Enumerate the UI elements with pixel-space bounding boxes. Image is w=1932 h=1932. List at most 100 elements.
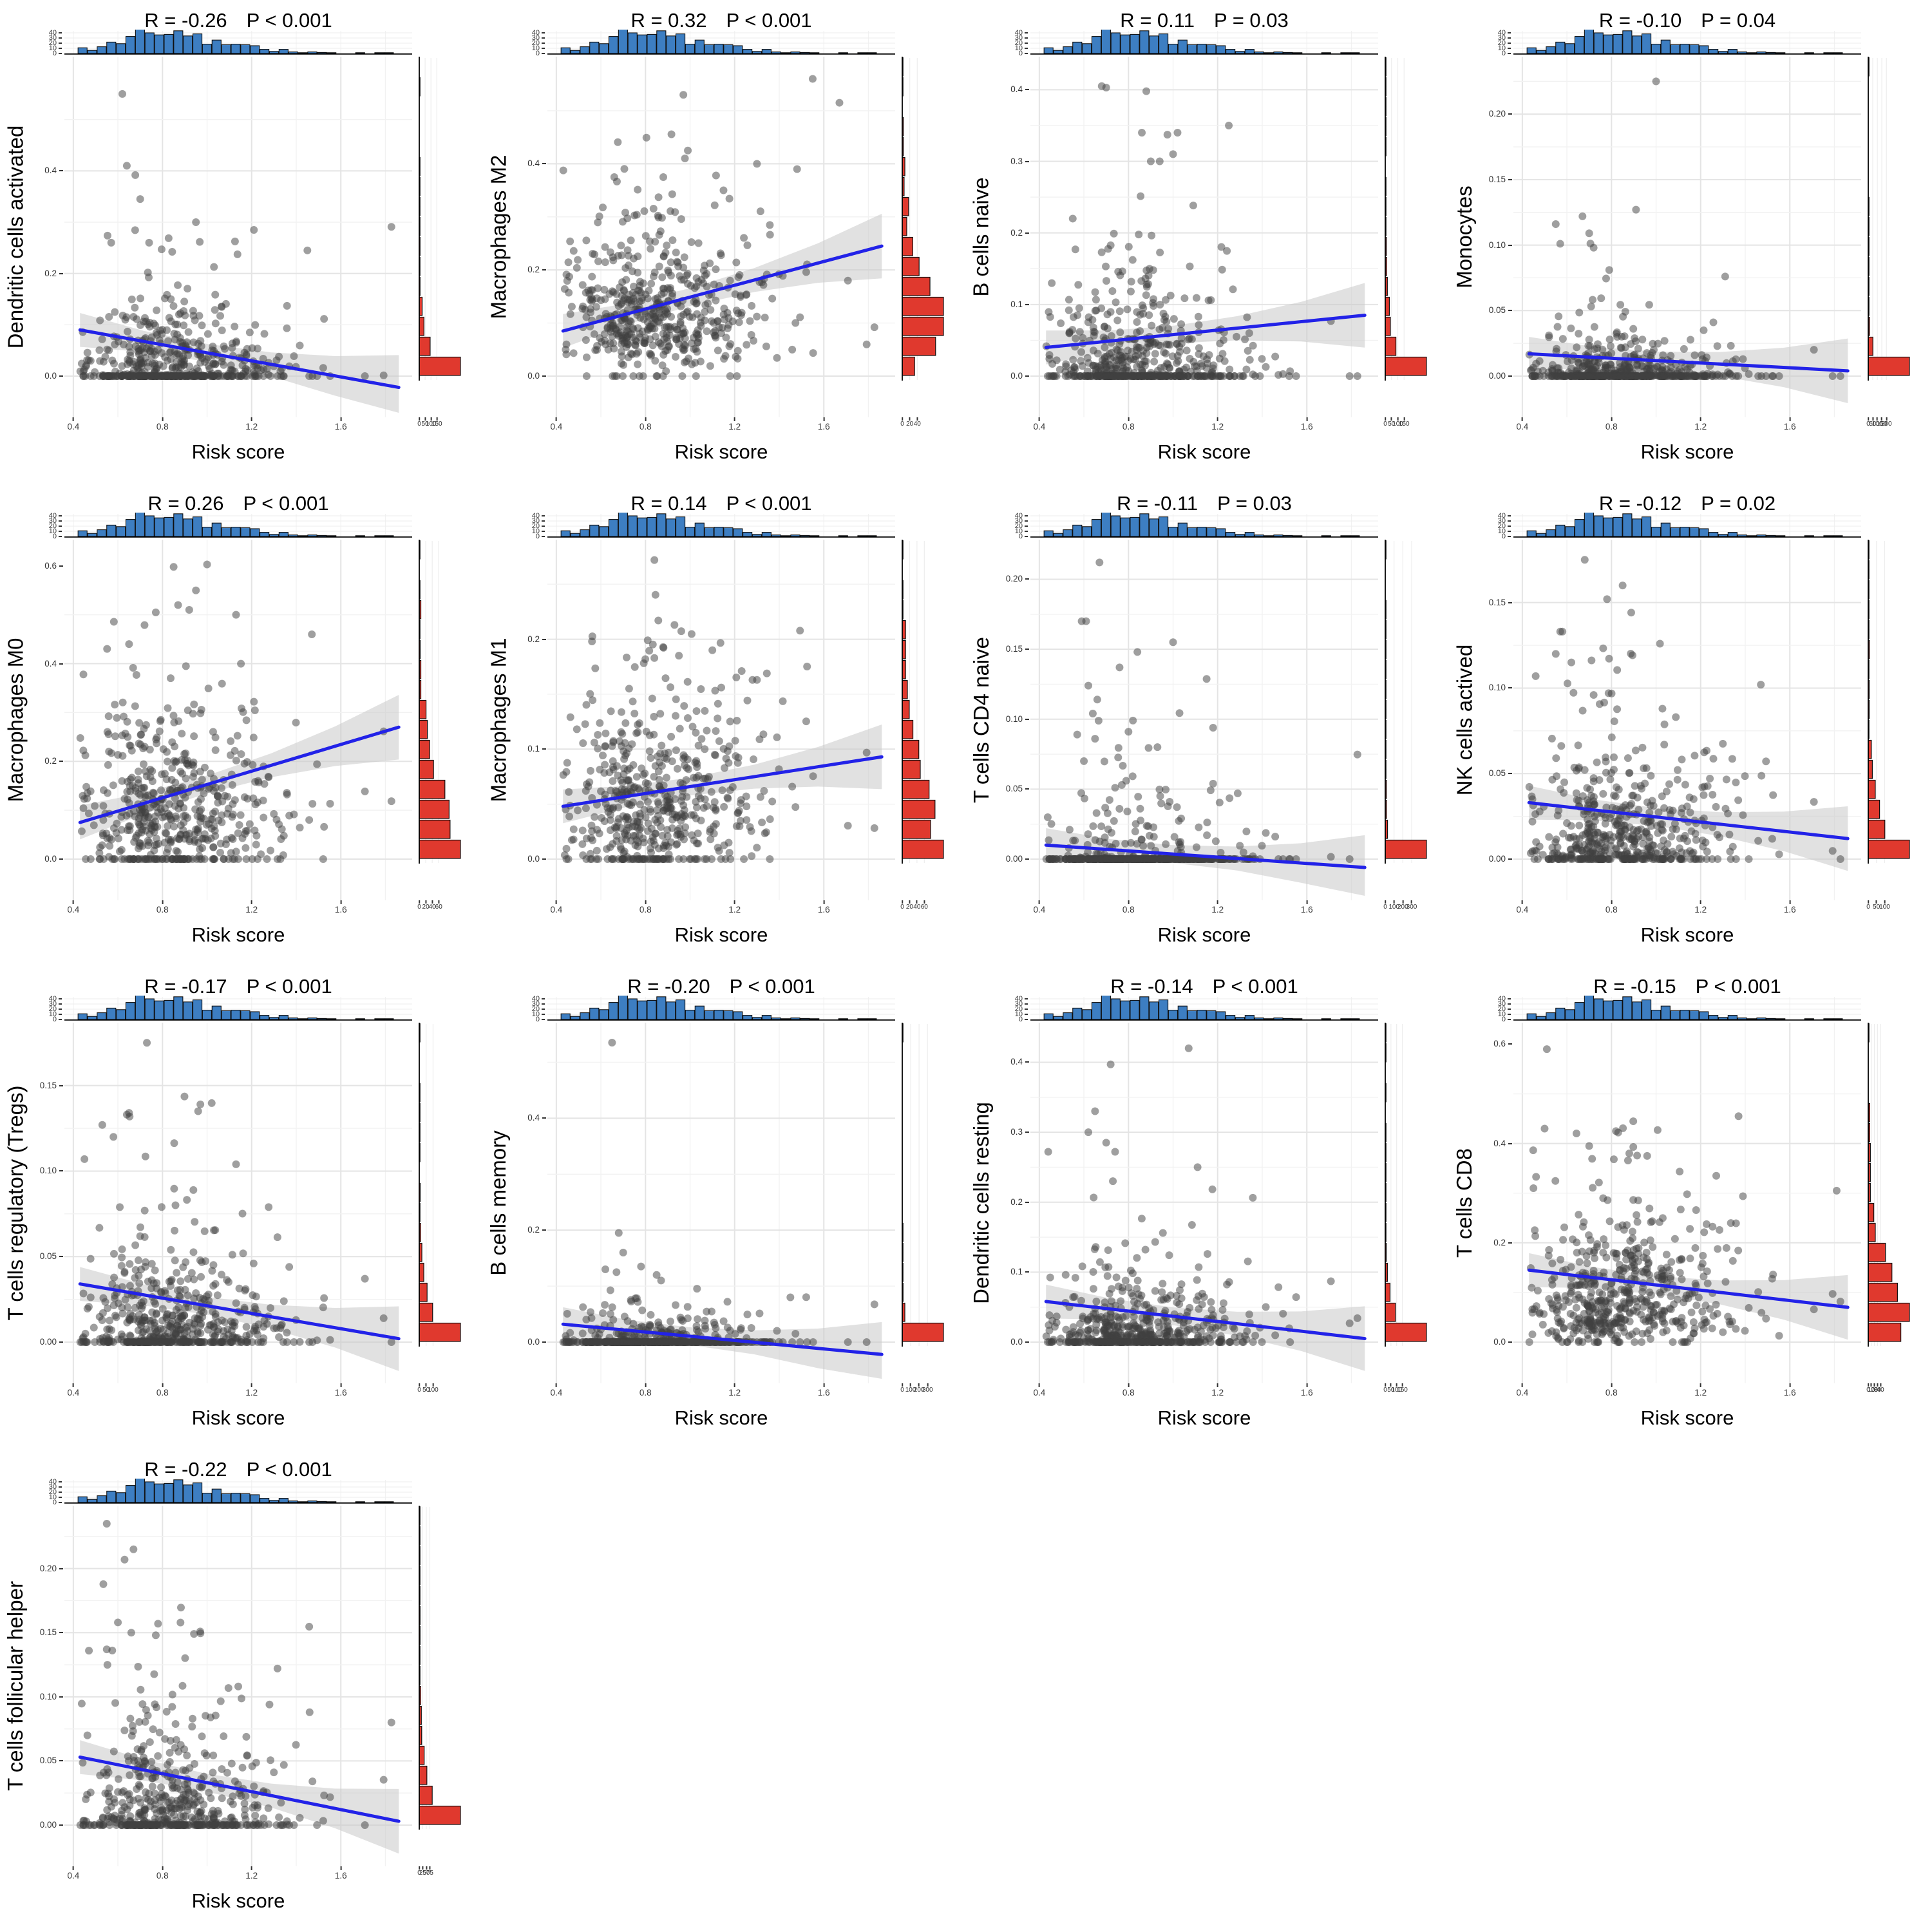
y-tick: 0.00 — [40, 1338, 63, 1347]
top-hist-tick: 10 — [49, 1493, 62, 1501]
top-hist-tick: 40 — [1498, 995, 1511, 1003]
right-hist-tick: 20 — [906, 900, 913, 911]
right-histogram — [1385, 57, 1427, 381]
scatter-plot — [547, 540, 895, 900]
top-hist-tick: 0 — [53, 533, 62, 540]
y-tick: 0.4 — [44, 166, 63, 175]
x-tick: 1.6 — [1784, 417, 1796, 431]
x-tick: 1.6 — [1301, 1383, 1313, 1397]
panel-macrophages-m2: R = 0.32 P < 0.001 40 30 20 10 0 Macrophages … — [483, 0, 966, 483]
top-hist-tick: 30 — [1015, 517, 1028, 525]
top-hist-tick: 40 — [49, 512, 62, 520]
y-tick: 0.05 — [1006, 784, 1029, 793]
top-hist-tick: 0 — [1502, 1016, 1511, 1023]
x-tick: 1.2 — [728, 1383, 741, 1397]
p-value: P < 0.001 — [246, 1458, 332, 1481]
r-value: R = 0.32 — [630, 9, 707, 32]
right-histogram — [419, 1506, 461, 1830]
y-tick: 0.3 — [1010, 156, 1029, 166]
x-tick: 0.8 — [1605, 417, 1618, 431]
right-hist-tick: 100 — [905, 1383, 916, 1394]
top-hist-tick: 20 — [1015, 39, 1028, 47]
right-histogram — [419, 540, 461, 864]
panel-title: R = -0.14 P < 0.001 — [1030, 975, 1378, 998]
right-histogram — [419, 1023, 461, 1347]
right-hist-axis-labels: 0 100 200 300 — [900, 1383, 965, 1399]
scatter-plot — [64, 1506, 412, 1866]
y-tick: 0.4 — [44, 659, 63, 668]
x-axis-tick-labels: 0.4 0.8 1.2 1.6 — [1513, 900, 1861, 918]
top-hist-tick: 0 — [1019, 1016, 1028, 1023]
x-axis-title: Risk score — [1157, 1406, 1251, 1429]
right-hist-tick: 0 — [900, 900, 904, 911]
y-tick: 0.0 — [1010, 1338, 1029, 1347]
panel-title: R = -0.20 P < 0.001 — [547, 975, 895, 998]
top-hist-tick: 40 — [532, 512, 545, 520]
x-tick: 0.8 — [156, 1383, 169, 1397]
y-tick: 0.4 — [1010, 1057, 1029, 1066]
y-tick: 0.2 — [527, 1226, 546, 1235]
top-histogram — [1030, 996, 1378, 1021]
r-value: R = -0.11 — [1117, 492, 1198, 515]
top-histogram — [547, 996, 895, 1021]
top-hist-tick: 40 — [532, 995, 545, 1003]
p-value: P < 0.001 — [246, 9, 332, 32]
right-hist-axis-labels: 0 50 100 — [1866, 900, 1931, 916]
scatter-plot — [1030, 1023, 1378, 1383]
y-axis-tick-labels: 0.0 0.2 0.4 — [497, 1023, 546, 1383]
right-hist-tick: 50 — [1873, 900, 1880, 911]
y-tick: 0.05 — [40, 1756, 63, 1765]
y-axis-tick-labels: 0.0 0.1 0.2 — [497, 540, 546, 900]
right-hist-tick: 60 — [921, 900, 928, 911]
right-hist-tick: 100 — [428, 1383, 439, 1394]
x-tick: 1.6 — [818, 417, 830, 431]
right-hist-axis-labels: 0 50 100 150 — [1383, 417, 1448, 433]
scatter-plot — [64, 540, 412, 900]
top-hist-tick: 10 — [1498, 527, 1511, 535]
y-tick: 0.1 — [527, 744, 546, 753]
y-tick: 0.05 — [1489, 306, 1512, 315]
y-axis-tick-labels: 0.00 0.05 0.10 0.15 — [14, 1023, 63, 1383]
y-tick: 0.15 — [1006, 645, 1029, 654]
right-hist-axis-labels: 0 20 40 — [900, 417, 965, 433]
x-axis-title: Risk score — [674, 1406, 768, 1429]
y-tick: 0.15 — [1489, 175, 1512, 184]
x-axis-tick-labels: 0.4 0.8 1.2 1.6 — [547, 1383, 895, 1401]
scatter-plot — [1030, 57, 1378, 417]
x-axis-title: Risk score — [191, 1889, 285, 1912]
panel-title: R = -0.15 P < 0.001 — [1513, 975, 1861, 998]
y-tick: 0.15 — [40, 1081, 63, 1090]
top-hist-axis-labels: 40 30 20 10 0 — [22, 995, 62, 1023]
right-hist-axis-labels: 0 50 100 150 — [1383, 1383, 1448, 1399]
top-hist-axis-labels: 40 30 20 10 0 — [505, 512, 545, 540]
r-value: R = -0.17 — [144, 975, 227, 998]
x-tick: 0.8 — [1122, 900, 1135, 914]
top-hist-axis-labels: 40 30 20 10 0 — [505, 995, 545, 1023]
right-hist-axis-labels: 0 10 20 30 40 — [1866, 1383, 1931, 1399]
y-tick: 0.0 — [527, 372, 546, 381]
y-tick: 0.05 — [40, 1252, 63, 1261]
x-tick: 1.6 — [335, 1383, 347, 1397]
p-value: P < 0.001 — [726, 492, 812, 515]
y-tick: 0.00 — [1489, 372, 1512, 381]
y-tick: 0.6 — [1493, 1039, 1512, 1048]
scatter-plot — [1513, 57, 1861, 417]
top-hist-tick: 0 — [536, 50, 545, 57]
top-hist-tick: 0 — [536, 533, 545, 540]
top-hist-tick: 40 — [532, 29, 545, 37]
x-tick: 0.4 — [550, 417, 562, 431]
y-tick: 0.4 — [1493, 1139, 1512, 1148]
x-axis-title: Risk score — [1640, 440, 1734, 463]
x-tick: 0.8 — [1122, 417, 1135, 431]
x-tick: 1.2 — [245, 417, 258, 431]
top-hist-tick: 20 — [1015, 1005, 1028, 1013]
top-hist-tick: 10 — [49, 44, 62, 52]
top-hist-axis-labels: 40 30 20 10 0 — [988, 995, 1028, 1023]
x-axis-tick-labels: 0.4 0.8 1.2 1.6 — [547, 417, 895, 435]
r-value: R = -0.12 — [1598, 492, 1682, 515]
top-hist-axis-labels: 40 30 20 10 0 — [22, 1478, 62, 1506]
top-hist-tick: 0 — [1502, 50, 1511, 57]
y-axis-tick-labels: 0.00 0.05 0.10 0.15 0.20 — [1463, 57, 1512, 417]
panel-title: R = -0.26 P < 0.001 — [64, 9, 412, 32]
x-tick: 1.2 — [245, 900, 258, 914]
